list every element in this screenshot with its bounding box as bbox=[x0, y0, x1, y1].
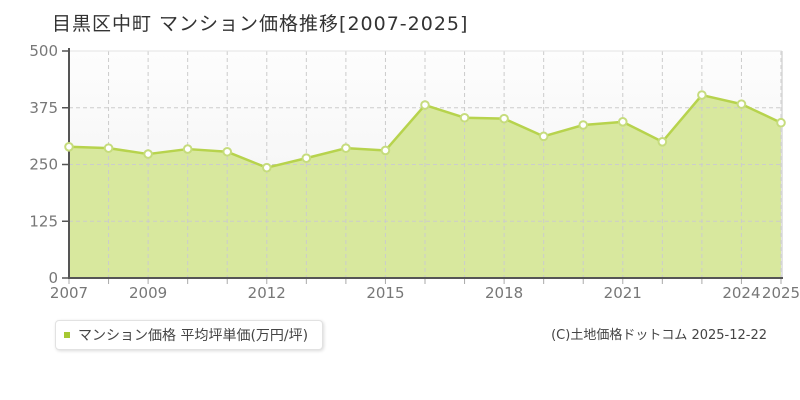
data-point bbox=[736, 99, 747, 109]
data-point bbox=[499, 113, 509, 124]
data-point bbox=[380, 145, 391, 156]
data-point bbox=[420, 100, 430, 110]
legend-label: マンション価格 平均坪単価(万円/坪) bbox=[78, 328, 309, 344]
price-trend-chart: 0 125 250 375 500 2007 2009 2012 2015 2018 2021 202… bbox=[29, 42, 800, 302]
x-axis-label: 2018 bbox=[485, 284, 523, 302]
data-point bbox=[617, 117, 628, 127]
data-point bbox=[143, 149, 153, 159]
x-axis-label: 2009 bbox=[129, 284, 167, 302]
data-point bbox=[538, 131, 549, 142]
x-axis-label: 2024 bbox=[722, 284, 760, 302]
data-point bbox=[261, 162, 272, 173]
data-point bbox=[103, 143, 114, 153]
data-point bbox=[459, 112, 470, 123]
x-axis-label: 2021 bbox=[604, 284, 642, 302]
data-point bbox=[182, 144, 193, 154]
legend-marker-square bbox=[64, 332, 70, 338]
y-axis-label: 500 bbox=[29, 42, 58, 60]
x-axis-label: 2012 bbox=[248, 284, 286, 302]
y-axis-label: 125 bbox=[29, 212, 58, 230]
data-point bbox=[222, 146, 233, 157]
y-axis-label: 250 bbox=[29, 156, 58, 174]
legend: マンション価格 平均坪単価(万円/坪) bbox=[55, 320, 324, 350]
x-axis-label: 2007 bbox=[50, 284, 88, 302]
data-point bbox=[341, 143, 351, 153]
data-point bbox=[657, 137, 668, 147]
data-point bbox=[697, 90, 707, 100]
y-axis-label: 0 bbox=[48, 269, 58, 287]
data-point bbox=[301, 153, 312, 163]
data-point bbox=[776, 117, 786, 128]
y-axis-label: 375 bbox=[29, 99, 58, 117]
data-point bbox=[64, 141, 74, 152]
chart-title: 目黒区中町 マンション価格推移[2007-2025] bbox=[52, 13, 469, 35]
x-axis-label: 2015 bbox=[366, 284, 404, 302]
data-point bbox=[578, 120, 589, 130]
copyright-text: (C)土地価格ドットコム 2025-12-22 bbox=[551, 328, 767, 343]
x-axis-label: 2025 bbox=[762, 284, 800, 302]
